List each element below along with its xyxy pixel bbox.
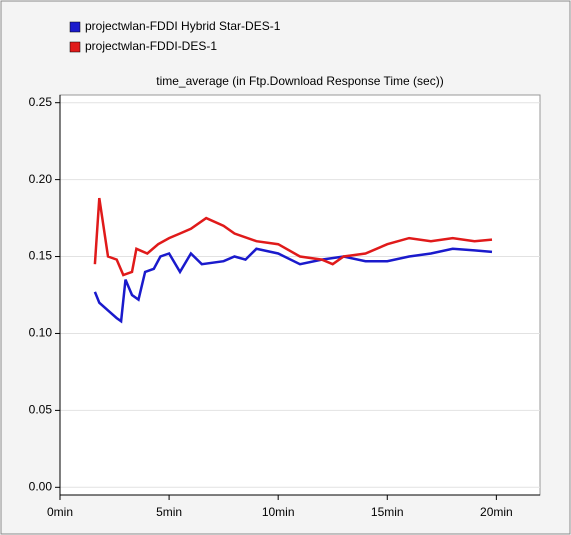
y-tick-label: 0.05 <box>29 403 53 417</box>
x-tick-label: 5min <box>156 505 182 519</box>
y-tick-label: 0.20 <box>29 172 53 186</box>
legend-label: projectwlan-FDDI-DES-1 <box>85 39 217 53</box>
y-tick-label: 0.10 <box>29 326 53 340</box>
x-tick-label: 20min <box>480 505 513 519</box>
series-line <box>93 197 493 277</box>
y-tick-label: 0.00 <box>29 479 53 493</box>
legend-swatch <box>69 41 81 53</box>
chart-title: time_average (in Ftp.Download Response T… <box>156 74 443 88</box>
x-tick-label: 15min <box>371 505 404 519</box>
y-tick-label: 0.15 <box>29 249 53 263</box>
series-line <box>93 247 493 324</box>
y-tick-label: 0.25 <box>29 95 53 109</box>
legend-swatch <box>69 21 81 33</box>
x-tick-label: 10min <box>262 505 295 519</box>
x-tick-label: 0min <box>47 505 73 519</box>
legend-label: projectwlan-FDDI Hybrid Star-DES-1 <box>85 19 281 33</box>
